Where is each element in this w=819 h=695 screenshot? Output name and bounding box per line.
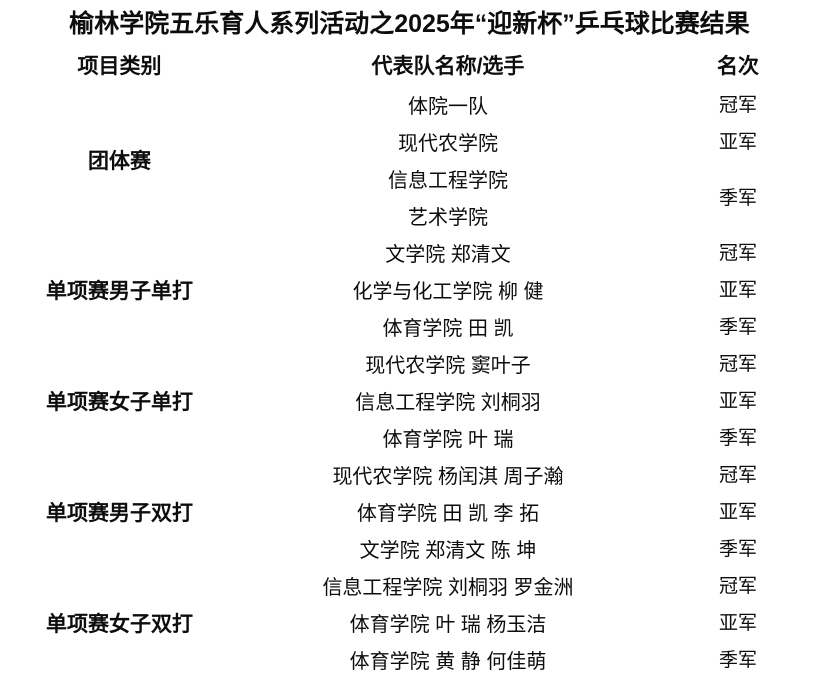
team-cell: 信息工程学院 刘桐羽 罗金洲 xyxy=(228,569,668,606)
rank-cell: 亚军 xyxy=(668,384,808,421)
team-cell: 体育学院 叶 瑞 xyxy=(228,421,668,458)
team-cell: 现代农学院 杨闰淇 周子瀚 xyxy=(228,458,668,495)
team-cell: 现代农学院 xyxy=(228,125,668,162)
table-row: 信息工程学院 季军 xyxy=(11,162,808,236)
category-cell: 单项赛女子双打 xyxy=(11,569,228,680)
rank-cell: 冠军 xyxy=(668,88,808,125)
table-row: 单项赛女子双打 信息工程学院 刘桐羽 罗金洲 冠军 xyxy=(11,569,808,680)
table-row: 体育学院 黄 静 何佳萌 季军 xyxy=(11,643,808,680)
competition-results-table: 榆林学院五乐育人系列活动之2025年“迎新杯”乒乓球比赛结果 项目类别 代表队名称/… xyxy=(11,4,808,680)
rank-cell: 冠军 xyxy=(668,347,808,384)
rank-cell: 冠军 xyxy=(668,569,808,606)
team-cell: 体育学院 黄 静 何佳萌 xyxy=(228,643,668,680)
table-row: 现代农学院 亚军 xyxy=(11,125,808,162)
team-cell: 文学院 郑清文 xyxy=(228,236,668,273)
table-row: 文学院 郑清文 陈 坤季军 xyxy=(11,532,808,569)
rank-cell: 亚军 xyxy=(668,495,808,532)
team-cell: 信息工程学院 xyxy=(228,162,668,199)
rank-cell: 冠军 xyxy=(668,236,808,273)
rank-cell: 季军 xyxy=(668,162,808,236)
header-row: 项目类别 代表队名称/选手 名次 xyxy=(11,46,808,88)
table-row: 单项赛男子双打 现代农学院 杨闰淇 周子瀚 冠军 xyxy=(11,458,808,569)
team-cell: 体院一队 xyxy=(228,88,668,125)
table-row: 信息工程学院 刘桐羽 亚军 xyxy=(11,384,808,421)
category-cell: 单项赛男子双打 xyxy=(11,458,228,569)
table-row: 艺术学院 xyxy=(11,199,808,236)
rank-cell: 季军 xyxy=(668,532,808,569)
table-row: 单项赛女子单打 现代农学院 窦叶子 冠军 xyxy=(11,347,808,458)
rank-cell: 季军 xyxy=(668,421,808,458)
rank-cell: 亚军 xyxy=(668,273,808,310)
table-row: 体育学院 叶 瑞季军 xyxy=(11,421,808,458)
rank-cell: 亚军 xyxy=(668,125,808,162)
team-cell: 文学院 郑清文 陈 坤 xyxy=(228,532,668,569)
table-row: 单项赛男子单打 文学院 郑清文 冠军 xyxy=(11,236,808,347)
column-header-category: 项目类别 xyxy=(11,46,228,88)
table-row: 体育学院 田 凯季军 xyxy=(11,310,808,347)
title-row: 榆林学院五乐育人系列活动之2025年“迎新杯”乒乓球比赛结果 xyxy=(11,4,808,46)
rank-cell: 季军 xyxy=(668,310,808,347)
team-cell: 体育学院 田 凯 xyxy=(228,310,668,347)
document-title: 榆林学院五乐育人系列活动之2025年“迎新杯”乒乓球比赛结果 xyxy=(11,4,808,46)
team-cell: 现代农学院 窦叶子 xyxy=(228,347,668,384)
table-row: 化学与化工学院 柳 健亚军 xyxy=(11,273,808,310)
column-header-rank: 名次 xyxy=(668,46,808,88)
rank-cell: 季军 xyxy=(668,643,808,680)
rank-cell: 冠军 xyxy=(668,458,808,495)
table-row: 体育学院 田 凯 李 拓亚军 xyxy=(11,495,808,532)
table-row: 体育学院 叶 瑞 杨玉洁 亚军 xyxy=(11,606,808,643)
team-cell: 体育学院 田 凯 李 拓 xyxy=(228,495,668,532)
rank-cell: 亚军 xyxy=(668,606,808,643)
category-cell: 单项赛男子单打 xyxy=(11,236,228,347)
category-cell: 单项赛女子单打 xyxy=(11,347,228,458)
table-row: 团体赛 体院一队 冠军 xyxy=(11,88,808,236)
table-body: 榆林学院五乐育人系列活动之2025年“迎新杯”乒乓球比赛结果 项目类别 代表队名称/… xyxy=(11,4,808,680)
column-header-team: 代表队名称/选手 xyxy=(228,46,668,88)
team-cell: 艺术学院 xyxy=(228,199,668,236)
team-cell: 化学与化工学院 柳 健 xyxy=(228,273,668,310)
team-cell: 信息工程学院 刘桐羽 xyxy=(228,384,668,421)
team-cell: 体育学院 叶 瑞 杨玉洁 xyxy=(228,606,668,643)
category-cell: 团体赛 xyxy=(11,88,228,236)
